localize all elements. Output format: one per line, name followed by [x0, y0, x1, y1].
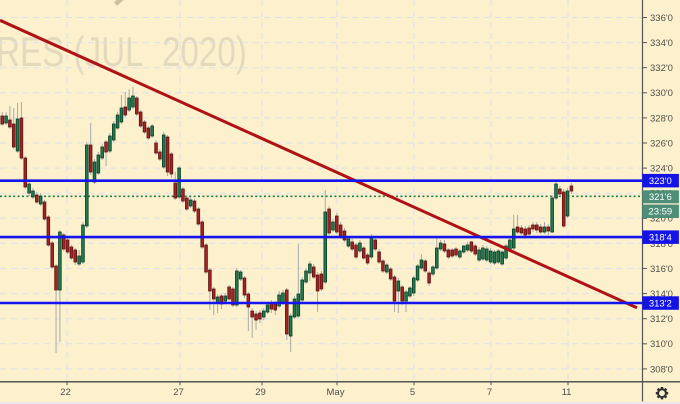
svg-text:336'0: 336'0	[650, 13, 673, 24]
svg-text:11: 11	[562, 387, 572, 398]
svg-text:313'2: 313'2	[649, 298, 672, 309]
svg-text:334'0: 334'0	[650, 38, 673, 49]
svg-text:314'0: 314'0	[650, 289, 673, 300]
svg-text:326'0: 326'0	[650, 138, 673, 149]
svg-text:RES (JUL 2020): RES (JUL 2020)	[0, 28, 247, 74]
svg-text:312'0: 312'0	[650, 314, 673, 325]
svg-text:332'0: 332'0	[650, 63, 673, 74]
svg-text:328'0: 328'0	[650, 113, 673, 124]
svg-text:23:59: 23:59	[648, 207, 672, 218]
svg-text:310'0: 310'0	[650, 339, 673, 350]
svg-text:22: 22	[60, 387, 71, 398]
svg-text:29: 29	[255, 387, 266, 398]
svg-text:318'4: 318'4	[649, 233, 672, 244]
svg-text:323'0: 323'0	[649, 176, 672, 187]
svg-text:5: 5	[410, 387, 415, 398]
svg-text:May: May	[327, 387, 345, 398]
svg-text:320'0: 320'0	[650, 214, 673, 225]
svg-text:330'0: 330'0	[650, 88, 673, 99]
svg-text:7: 7	[487, 387, 492, 398]
svg-text:316'0: 316'0	[650, 264, 673, 275]
svg-text:321'6: 321'6	[649, 192, 672, 203]
svg-text:308'0: 308'0	[650, 364, 673, 375]
svg-text:324'0: 324'0	[650, 164, 673, 175]
svg-text:318'0: 318'0	[650, 239, 673, 250]
svg-text:27: 27	[173, 387, 184, 398]
